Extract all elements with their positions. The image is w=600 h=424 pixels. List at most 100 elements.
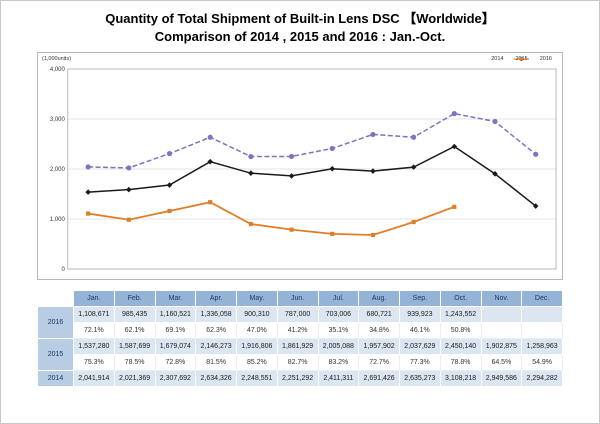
- table-cell: 2,411,311: [317, 370, 360, 388]
- table-cell: 83.2%: [317, 354, 360, 372]
- month-header: May.: [236, 290, 278, 308]
- line-chart: (1,000units) 201420152016 0 1,000 2,000 3,0…: [37, 52, 563, 281]
- y-tick-label: 0: [61, 267, 65, 273]
- table-cell: 2,691,426: [358, 370, 400, 388]
- month-header: Apr.: [195, 290, 237, 308]
- y-tick-label: 1,000: [50, 217, 66, 223]
- month-header: Aug.: [358, 290, 400, 308]
- month-header: Jul.: [317, 290, 360, 308]
- table-row: 2015 1,537,280 1,587,699 1,679,074 2,146,273…: [37, 338, 563, 372]
- table-cell: 2,949,586: [480, 370, 523, 388]
- year-label-2014: 2014: [37, 370, 74, 388]
- legend-item-2016: 2016: [514, 56, 552, 63]
- table-cell: 3,108,218: [439, 370, 482, 388]
- month-header: Jan.: [73, 290, 115, 308]
- y-axis-unit-label: (1,000units): [42, 56, 72, 63]
- table-cell: 1,957,902: [358, 338, 400, 356]
- data-point-2014: [329, 146, 335, 152]
- table-cell: 46.1%: [399, 322, 441, 340]
- data-point-2014: [126, 165, 132, 171]
- table-cell: 2,307,692: [154, 370, 197, 388]
- legend-label: 2016: [539, 56, 552, 63]
- table-cell: 2,037,629: [399, 338, 441, 356]
- chart-title-line1: Quantity of Total Shipment of Built-in L…: [105, 11, 495, 26]
- table-corner-cell: [38, 291, 74, 307]
- series-line-2016: [87, 201, 455, 237]
- table-cell: 1,160,521: [154, 306, 197, 324]
- series-line-2015: [88, 146, 537, 208]
- table-cell: 1,108,671: [73, 306, 115, 324]
- table-cell: 78.8%: [439, 354, 482, 372]
- table-cell: 35.1%: [317, 322, 360, 340]
- table-cell: 2,146,273: [195, 338, 237, 356]
- table-cell: [521, 306, 563, 324]
- table-cell: 62.3%: [195, 322, 237, 340]
- month-header: Feb.: [113, 290, 156, 308]
- data-point-2016: [126, 218, 131, 223]
- data-point-2014: [370, 132, 376, 138]
- table-cell: 703,006: [317, 306, 360, 324]
- data-point-2015: [288, 173, 295, 180]
- chart-title-line2: Comparison of 2014 , 2015 and 2016 : Jan…: [154, 29, 446, 45]
- table-cell: 78.5%: [113, 354, 156, 372]
- table-cell: 69.1%: [154, 322, 197, 340]
- table-cell: 1,679,074: [154, 338, 197, 356]
- table-cell: 82.7%: [276, 354, 319, 372]
- table-cell: 985,435: [113, 306, 156, 324]
- table-cell: 2,041,914: [73, 370, 115, 388]
- table-cell: 2,251,292: [276, 370, 319, 388]
- data-point-2014: [288, 154, 295, 160]
- table-cell: 680,721: [358, 306, 400, 324]
- table-cell: 77.3%: [399, 354, 441, 372]
- table-cell: 787,000: [276, 306, 319, 324]
- data-point-2014: [248, 154, 254, 160]
- table-cell: 75.3%: [73, 354, 115, 372]
- y-tick-label: 3,000: [50, 117, 66, 123]
- table-cell: 2,635,273: [399, 370, 441, 388]
- table-cell: 54.9%: [521, 354, 563, 372]
- y-tick-label: 2,000: [50, 167, 66, 173]
- table-cell: 1,537,280: [73, 338, 115, 356]
- table-header-row: Jan. Feb. Mar. Apr. May. Jun. Jul. Aug. Sep. Oct.…: [38, 290, 563, 308]
- data-point-2016: [248, 222, 253, 227]
- data-point-2014: [166, 151, 173, 157]
- shipment-data-table: Jan. Feb. Mar. Apr. May. Jun. Jul. Aug. Sep. Oct.…: [37, 290, 563, 388]
- table-cell: 72.8%: [154, 354, 197, 372]
- chart-canvas: 0 1,000 2,000 3,000 4,000: [50, 67, 557, 273]
- table-cell: 1,861,929: [276, 338, 319, 356]
- table-cell: 1,916,806: [236, 338, 278, 356]
- series-line-2014: [88, 113, 537, 170]
- month-header: Oct.: [439, 290, 482, 308]
- data-point-2014: [451, 111, 457, 117]
- table-row: 72.1% 62.1% 69.1% 62.3% 47.0% 41.2% 35.1% 34.8%…: [38, 322, 563, 340]
- table-row: 2014 2,041,914 2,021,369 2,307,692 2,634,326…: [37, 370, 563, 388]
- data-point-2014: [85, 164, 91, 170]
- table-cell: [521, 322, 563, 340]
- table-cell: 85.2%: [236, 354, 278, 372]
- table-cell: 2,450,140: [439, 338, 482, 356]
- table-cell: 939,923: [399, 306, 441, 324]
- data-point-2016: [86, 211, 91, 217]
- data-point-2014: [411, 135, 417, 141]
- data-point-2014: [207, 135, 213, 141]
- table-row: 75.3% 78.5% 72.8% 81.5% 85.2% 82.7% 83.2% 72.7%…: [38, 354, 563, 372]
- month-header: Nov.: [480, 290, 523, 308]
- table-cell: 47.0%: [236, 322, 278, 340]
- table-cell: 1,243,552: [439, 306, 482, 324]
- legend-line-sample-2016: [514, 57, 530, 61]
- data-point-2014: [533, 152, 539, 158]
- table-cell: 72.1%: [73, 322, 115, 340]
- data-point-2014: [492, 119, 498, 125]
- table-cell: 34.8%: [358, 322, 400, 340]
- table-cell: 1,587,699: [113, 338, 156, 356]
- table-cell: 41.2%: [276, 322, 319, 340]
- table-cell: 81.5%: [195, 354, 237, 372]
- table-cell: 2,634,326: [195, 370, 237, 388]
- table-cell: 2,021,369: [113, 370, 156, 388]
- table-cell: [480, 322, 523, 340]
- table-cell: 900,310: [236, 306, 278, 324]
- table-cell: 62.1%: [113, 322, 156, 340]
- table-cell: 64.5%: [480, 354, 523, 372]
- data-point-2016: [167, 209, 172, 214]
